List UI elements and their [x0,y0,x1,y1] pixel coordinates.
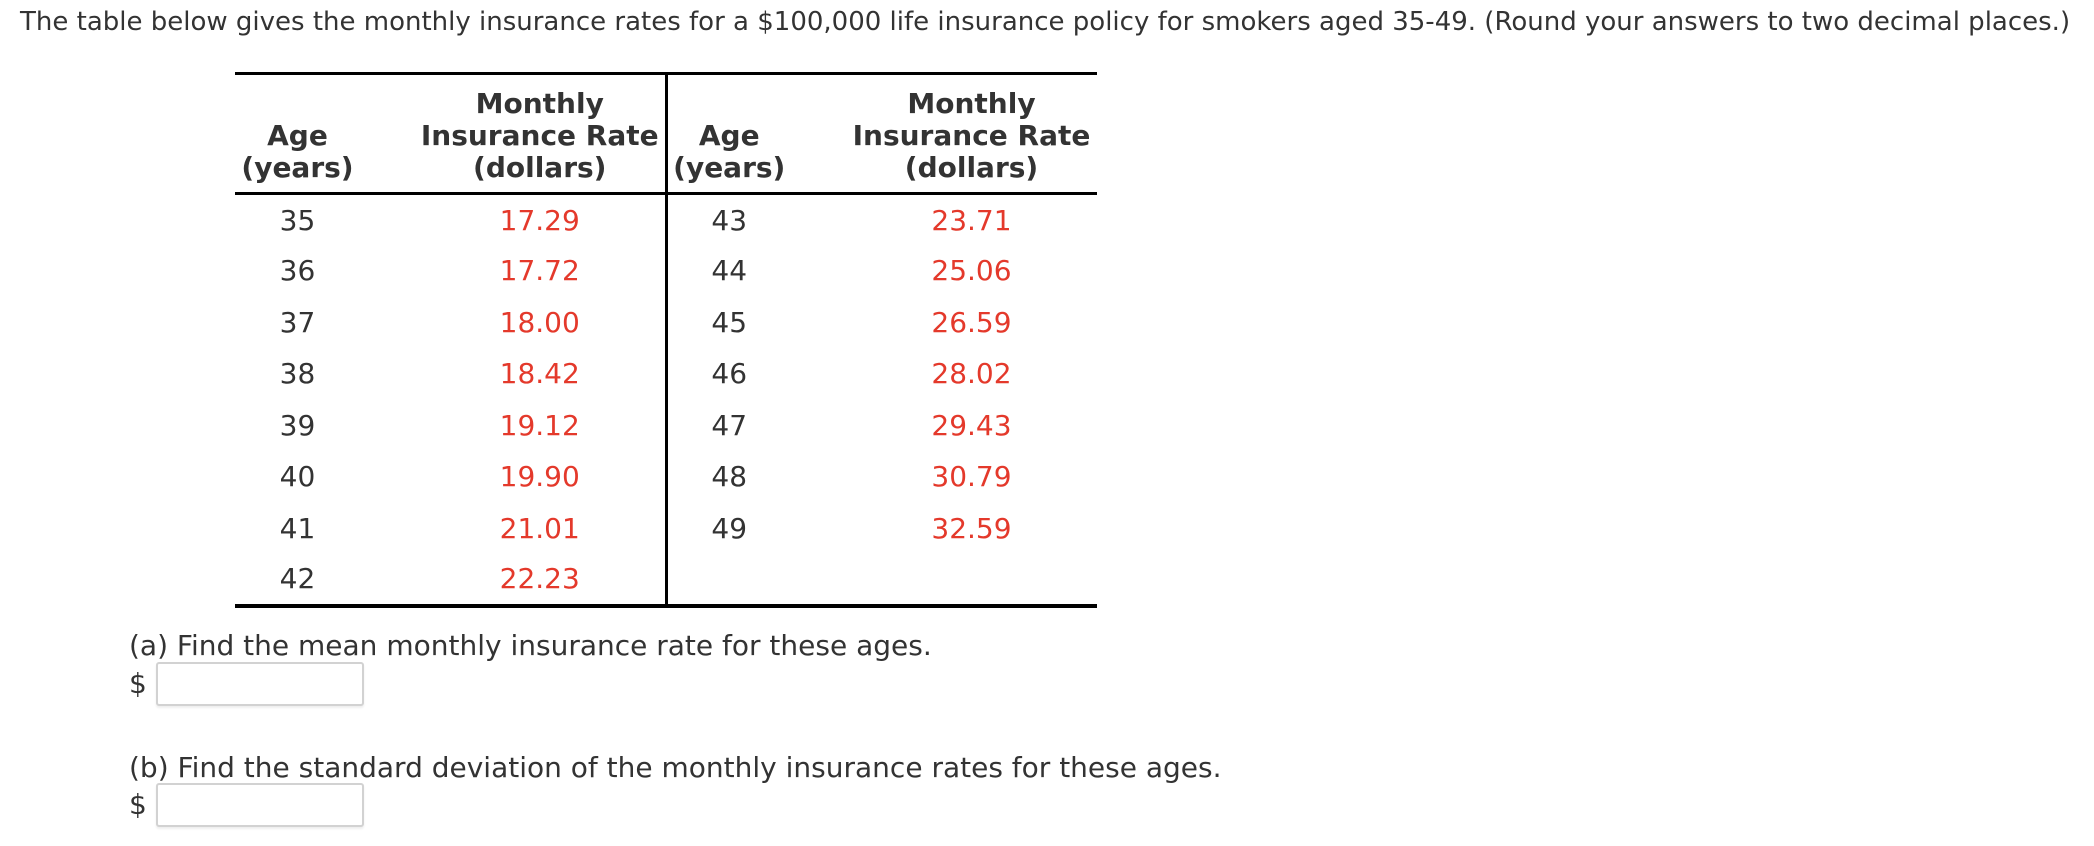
header-line: (dollars) [904,151,1039,184]
age-cell [666,554,791,606]
age-cell: 36 [279,254,316,288]
rate-cell: 22.23 [360,554,668,606]
answer-a-input[interactable] [156,662,364,706]
rate-cell: 26.59 [931,305,1012,339]
problem-statement: The table below gives the monthly insura… [20,7,2071,37]
rate-cell: 29.43 [931,408,1012,442]
rate-cell: 28.02 [931,357,1012,391]
age-cell: 46 [711,357,748,391]
header-line: Age [698,119,760,152]
rate-cell: 25.06 [931,254,1012,288]
col-header-rate-right: Monthly Insurance Rate (dollars) [791,73,1097,195]
header-line: Monthly [907,87,1036,120]
age-cell: 41 [279,511,316,545]
rate-cell: 23.71 [931,203,1012,237]
header-line: Insurance Rate [852,119,1091,152]
age-cell: 38 [279,357,316,391]
question-a-label: (a) Find the mean monthly insurance rate… [129,629,932,662]
dollar-sign-a: $ [129,667,147,700]
rate-cell: 18.00 [360,296,668,348]
insurance-rates-table: Age (years) Monthly Insurance Rate (doll… [235,72,1097,608]
age-cell: 40 [279,460,316,494]
header-row: Age (years) Monthly Insurance Rate (doll… [235,73,1097,195]
rate-cell: 17.29 [360,193,668,245]
header-line: (dollars) [473,151,607,184]
rate-cell: 19.90 [360,451,668,503]
table-row: 42 22.23 [235,554,1097,606]
age-cell: 44 [711,254,748,288]
age-cell: 45 [711,305,748,339]
age-cell: 35 [279,203,316,237]
age-cell: 39 [279,408,316,442]
header-line: (years) [673,151,786,184]
rate-cell: 21.01 [360,502,668,554]
age-cell: 42 [279,562,316,596]
col-header-age-left: Age (years) [235,73,360,195]
rate-cell: 18.42 [360,348,668,400]
age-cell: 49 [711,511,748,545]
answer-b-input[interactable] [156,783,364,827]
table-row: 38 18.42 46 28.02 [235,348,1097,400]
col-header-age-right: Age (years) [666,73,791,195]
age-cell: 48 [711,460,748,494]
header-line: Age [267,119,328,152]
table-row: 40 19.90 48 30.79 [235,451,1097,503]
table-row: 41 21.01 49 32.59 [235,502,1097,554]
col-header-rate-left: Monthly Insurance Rate (dollars) [360,73,668,195]
rate-cell [791,554,1097,606]
dollar-sign-b: $ [129,788,147,821]
header-line: Monthly [475,87,604,120]
age-cell: 43 [711,203,748,237]
rate-cell: 32.59 [931,511,1012,545]
age-cell: 47 [711,408,748,442]
table-row: 36 17.72 44 25.06 [235,245,1097,297]
rate-cell: 19.12 [360,399,668,451]
question-b-label: (b) Find the standard deviation of the m… [129,751,1222,784]
age-cell: 37 [279,305,316,339]
header-line: (years) [241,151,354,184]
rate-cell: 17.72 [360,245,668,297]
table-row: 37 18.00 45 26.59 [235,296,1097,348]
header-line: Insurance Rate [420,119,659,152]
table-row: 39 19.12 47 29.43 [235,399,1097,451]
table-row: 35 17.29 43 23.71 [235,193,1097,245]
rate-cell: 30.79 [931,460,1012,494]
